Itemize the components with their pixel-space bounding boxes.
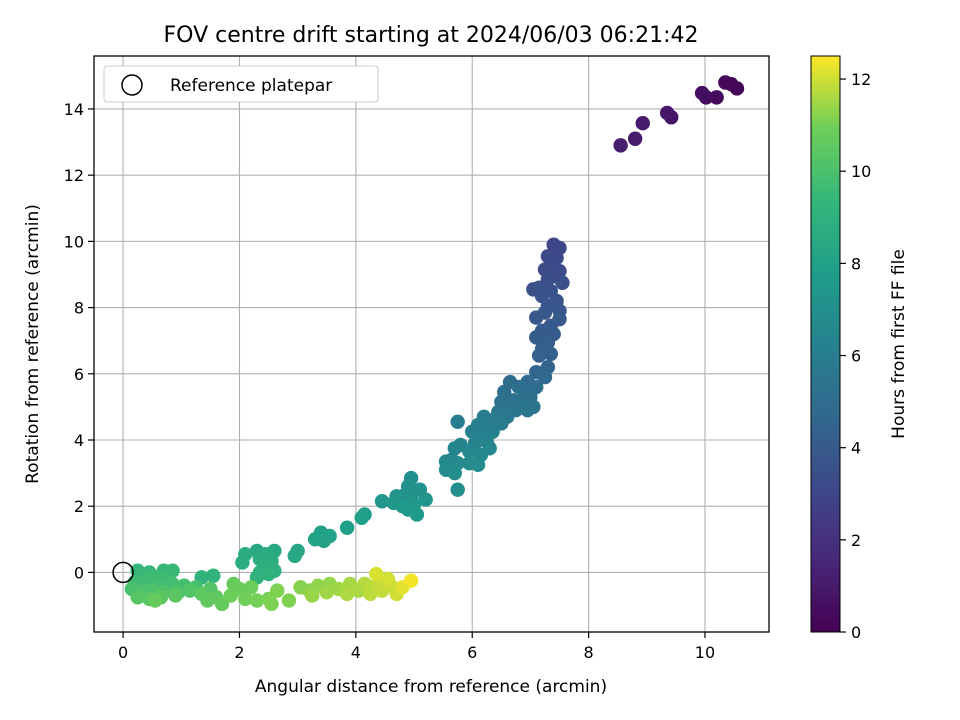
data-point: [447, 465, 462, 481]
data-point: [369, 566, 384, 582]
legend-box: [103, 65, 379, 103]
data-point: [450, 482, 465, 497]
data-point: [206, 568, 221, 583]
data-point: [243, 580, 259, 595]
data-point: [537, 369, 553, 385]
data-point: [130, 590, 145, 605]
colorbar-gradient: [810, 55, 841, 633]
reference-marker: [112, 561, 134, 584]
data-point: [418, 492, 433, 507]
x-tick-label: 2: [234, 643, 244, 662]
data-point: [305, 588, 320, 603]
reference-open-circle-icon: [112, 561, 134, 584]
data-point: [281, 593, 297, 608]
data-point: [270, 583, 285, 598]
data-point: [238, 591, 253, 607]
y-tick-label: 6: [74, 365, 84, 384]
data-point: [200, 593, 215, 608]
data-point: [613, 138, 628, 153]
y-tick-label: 10: [64, 232, 84, 251]
data-point: [223, 588, 238, 603]
data-point: [249, 593, 265, 608]
data-point: [403, 573, 419, 588]
data-point: [627, 131, 643, 146]
data-point: [316, 533, 332, 549]
data-points: [124, 75, 745, 612]
data-point: [718, 75, 733, 90]
data-point: [235, 555, 250, 570]
gridlines: [94, 56, 769, 632]
y-tick-label: 0: [74, 563, 84, 582]
colorbar-tick-label: 8: [851, 254, 861, 273]
data-point: [529, 330, 544, 345]
data-point: [319, 585, 334, 600]
x-axis-ticks: 0 2 4 6 8 10: [118, 632, 715, 662]
y-tick-label: 8: [74, 299, 84, 318]
data-point: [182, 583, 198, 598]
colorbar-ticks: 0 2 4 6 8 10 12: [840, 70, 871, 642]
legend: Reference platepar: [103, 65, 379, 103]
colorbar-tick-label: 10: [851, 162, 871, 181]
y-tick-label: 4: [74, 431, 84, 450]
data-point: [264, 596, 279, 612]
x-tick-label: 4: [351, 643, 361, 662]
y-tick-label: 12: [64, 166, 84, 185]
data-point: [447, 441, 462, 456]
colorbar: 0 2 4 6 8 10 12 Hours from first FF file: [810, 55, 909, 642]
colorbar-label: Hours from first FF file: [889, 249, 909, 439]
y-tick-label: 14: [64, 100, 84, 119]
x-tick-label: 6: [467, 643, 477, 662]
data-point: [462, 444, 477, 459]
data-point: [339, 586, 355, 602]
legend-label: Reference platepar: [170, 76, 332, 96]
data-point: [374, 494, 390, 509]
data-point: [470, 457, 486, 473]
x-axis-label: Angular distance from reference (arcmin): [255, 677, 607, 697]
data-point: [287, 548, 302, 564]
plot-frame: [93, 55, 770, 633]
data-point: [694, 85, 710, 101]
legend-open-circle-icon: [121, 74, 143, 96]
data-point: [520, 403, 535, 418]
colorbar-tick-label: 0: [851, 623, 861, 642]
x-tick-label: 8: [584, 643, 594, 662]
data-point: [147, 593, 163, 608]
y-axis-label: Rotation from reference (arcmin): [23, 204, 43, 484]
data-point: [339, 520, 355, 535]
colorbar-tick-label: 12: [851, 70, 871, 89]
data-point: [635, 116, 650, 131]
data-point: [354, 510, 369, 525]
data-point: [543, 346, 558, 362]
x-tick-label: 0: [118, 643, 128, 662]
colorbar-tick-label: 2: [851, 531, 861, 550]
chart-title: FOV centre drift starting at 2024/06/03 …: [164, 23, 699, 48]
data-point: [531, 348, 547, 363]
data-point: [363, 586, 378, 602]
x-tick-label: 10: [695, 643, 715, 662]
data-point: [450, 414, 465, 429]
data-point: [261, 566, 276, 582]
y-tick-label: 2: [74, 497, 84, 516]
colorbar-tick-label: 4: [851, 439, 861, 458]
data-point: [409, 507, 425, 522]
data-point: [529, 310, 544, 325]
data-point: [380, 571, 396, 587]
y-axis-ticks: 0 2 4 6 8 10 12 14: [64, 100, 94, 582]
data-point: [709, 90, 724, 105]
colorbar-tick-label: 6: [851, 347, 861, 366]
data-point: [555, 275, 570, 290]
data-point: [659, 105, 675, 121]
data-point: [168, 588, 183, 603]
